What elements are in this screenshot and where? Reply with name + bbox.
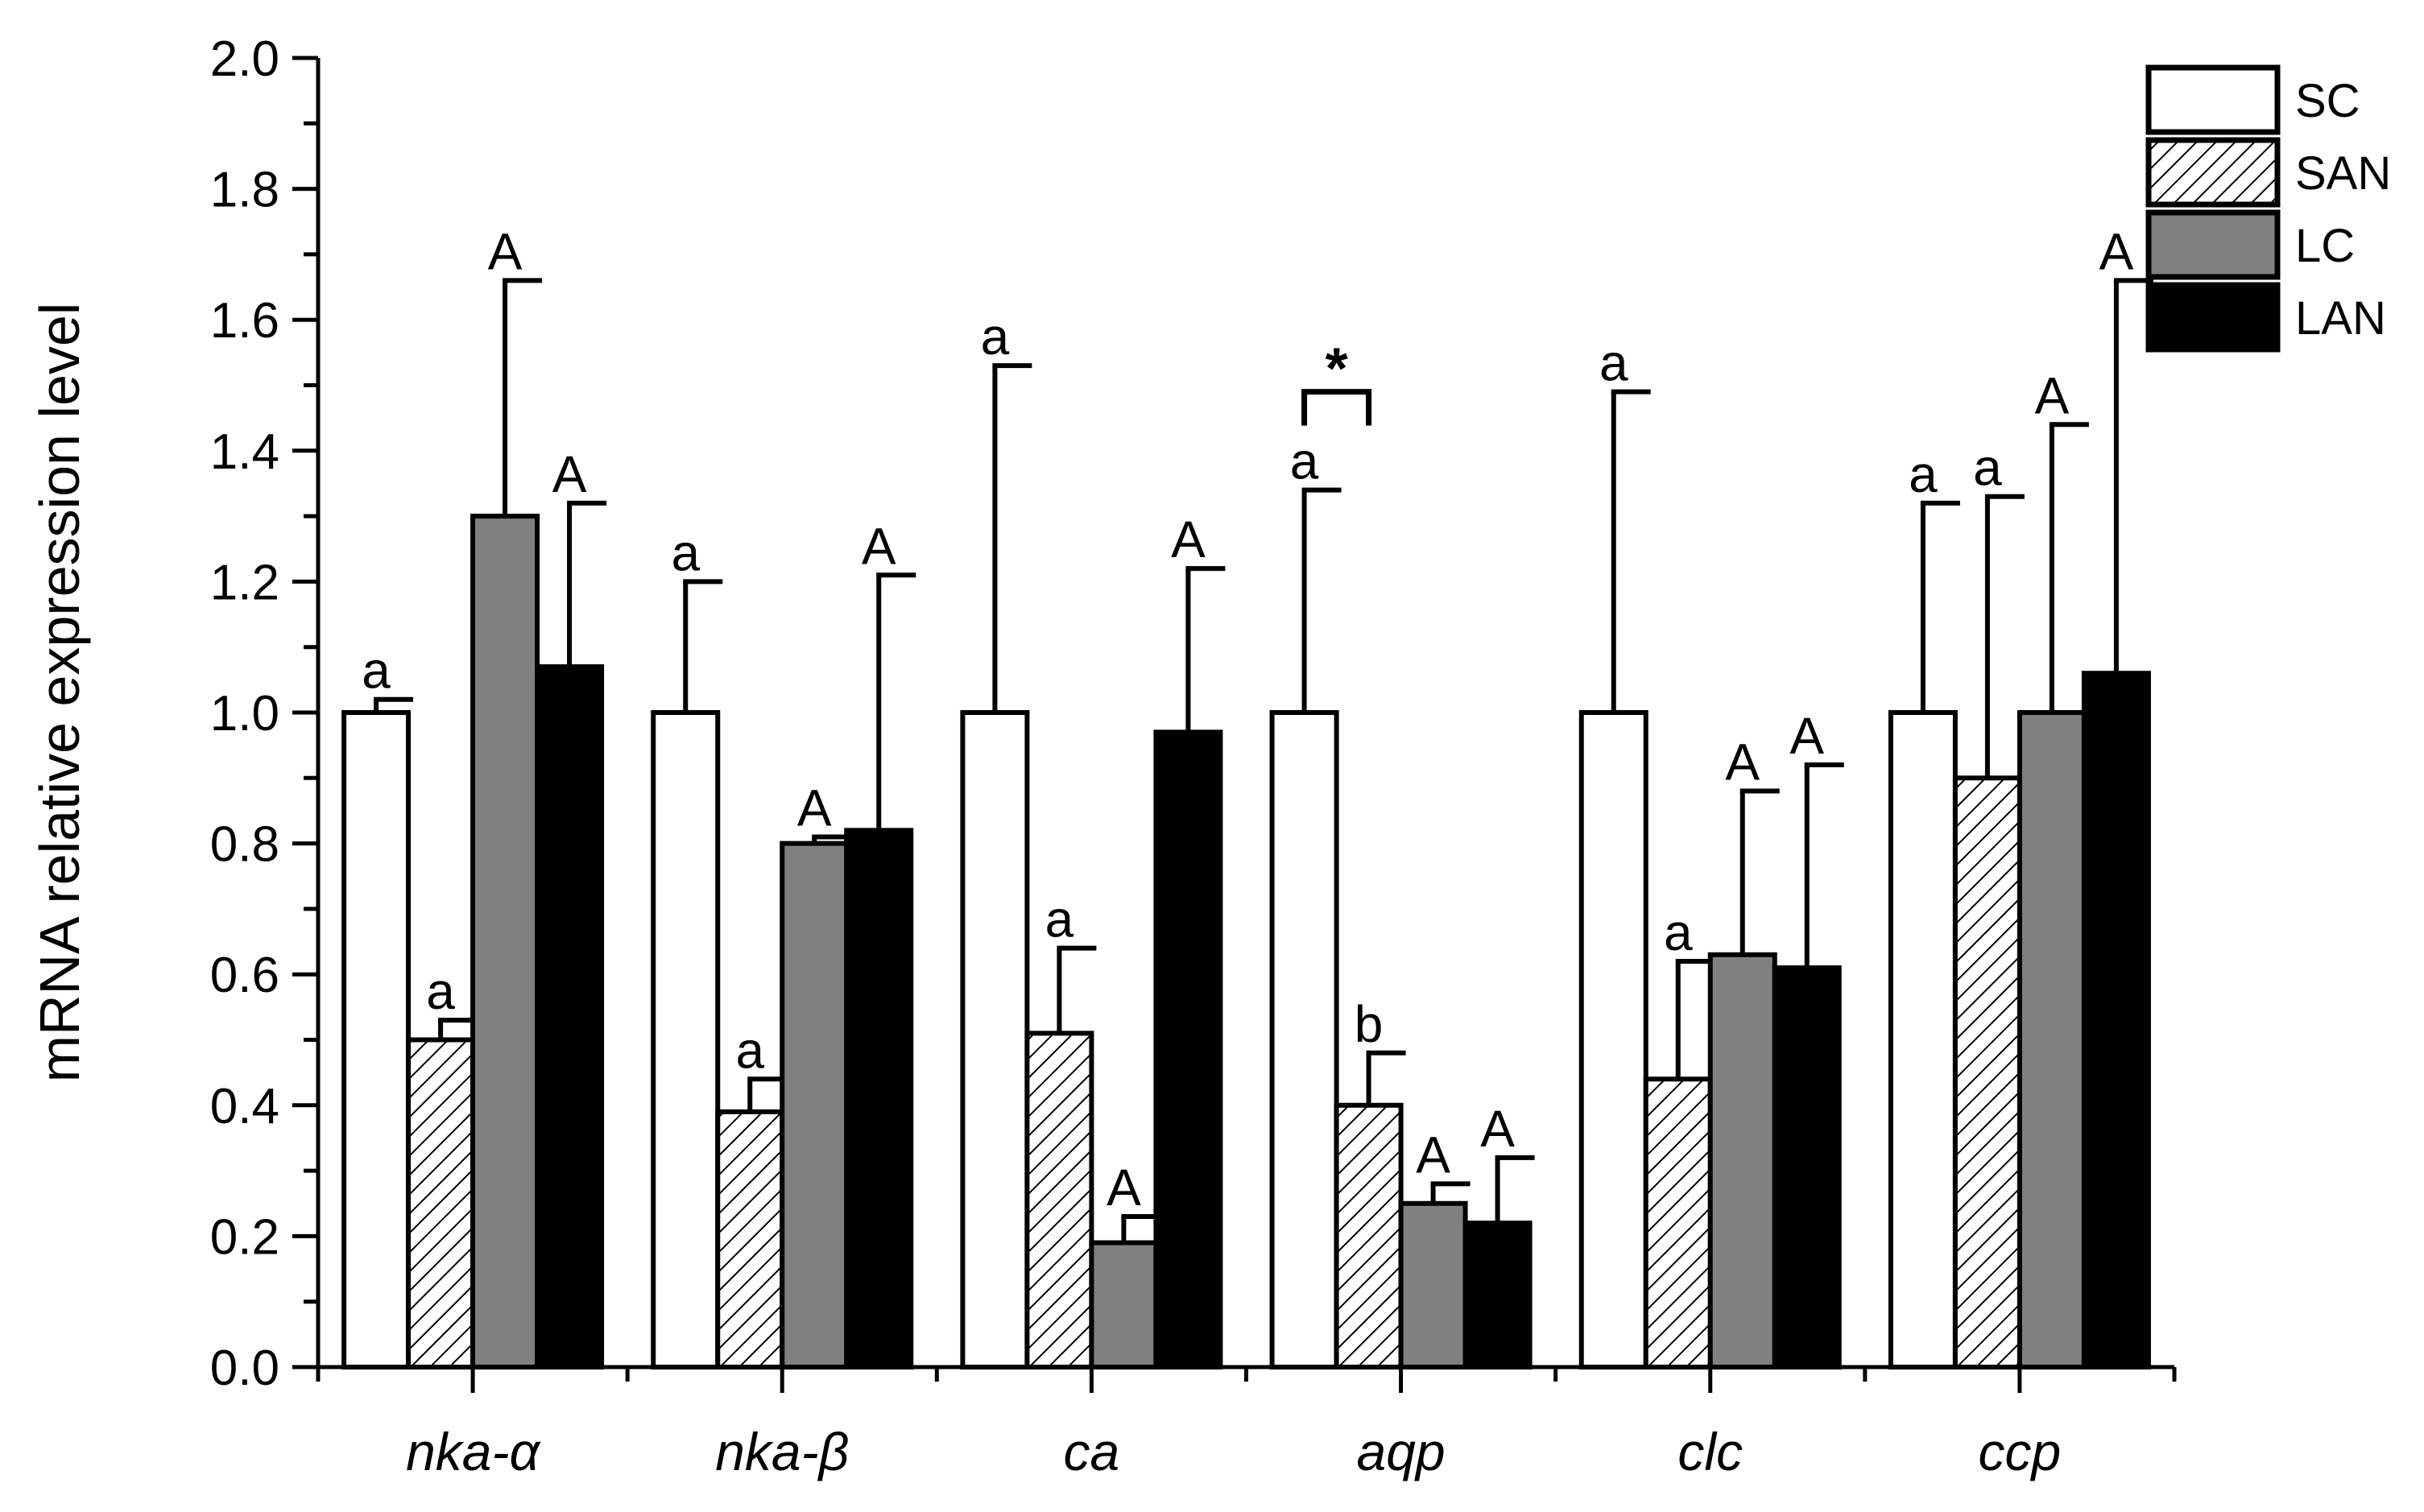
bar-lan	[1772, 965, 1842, 1369]
significance-label: A	[552, 445, 587, 503]
category-label: ccp	[1979, 1422, 2062, 1481]
legend-swatch-san	[2145, 137, 2281, 208]
y-tick-label: 0.0	[210, 1341, 279, 1396]
y-tick-label: 0.6	[210, 948, 279, 1003]
bar-san	[715, 1109, 785, 1370]
category-label: ca	[1064, 1422, 1120, 1481]
legend-label: SC	[2295, 75, 2360, 127]
bar-sc	[1578, 710, 1648, 1369]
significance-label: a	[735, 1021, 764, 1079]
legend: SC SAN LC LAN	[2145, 64, 2391, 353]
y-tick-label: 1.8	[210, 163, 279, 218]
significance-bracket	[1301, 389, 1372, 426]
significance-star: *	[1326, 337, 1348, 402]
legend-swatch-sc	[2145, 64, 2281, 135]
legend-swatch-lan	[2145, 282, 2281, 353]
bar-san	[1643, 1076, 1713, 1370]
significance-label: a	[981, 308, 1010, 366]
y-tick-label: 1.0	[210, 686, 279, 742]
bar-lan	[844, 828, 914, 1369]
legend-swatch-lc	[2145, 209, 2281, 280]
significance-label: a	[1599, 334, 1628, 392]
bar-lan	[1153, 729, 1223, 1369]
significance-label: A	[1725, 733, 1760, 791]
bar-lc	[780, 841, 850, 1369]
y-tick-label: 0.4	[210, 1079, 279, 1134]
significance-label: b	[1355, 995, 1384, 1053]
y-tick-label: 2.0	[210, 31, 279, 87]
bar-san	[1024, 1031, 1094, 1369]
category-label: clc	[1677, 1422, 1743, 1481]
bar-sc	[1269, 710, 1339, 1369]
bar-lc	[470, 514, 540, 1369]
bar-sc	[651, 710, 721, 1369]
significance-label: A	[862, 517, 896, 575]
y-tick-label: 1.6	[210, 293, 279, 349]
significance-label: a	[1973, 439, 2002, 497]
significance-label: A	[1107, 1159, 1141, 1217]
bar-lc	[1707, 952, 1777, 1370]
category-label: aqp	[1357, 1422, 1446, 1481]
significance-label: a	[671, 523, 700, 581]
x-axis: nka-α nka-β ca aqp clc ccp	[316, 1365, 2177, 1481]
bar-lc	[1398, 1200, 1468, 1369]
significance-label: A	[488, 222, 523, 280]
category-label: nka-β	[715, 1422, 849, 1481]
bar-lan	[2081, 671, 2151, 1369]
significance-label: A	[2035, 366, 2070, 424]
significance-label: A	[797, 779, 832, 837]
bar-sc	[1888, 710, 1958, 1369]
significance-label: a	[426, 962, 455, 1020]
legend-label: SAN	[2295, 147, 2391, 200]
y-tick-label: 0.2	[210, 1209, 279, 1265]
y-axis-title: mRNA relative expression level	[28, 303, 91, 1083]
significance-label: a	[362, 642, 391, 700]
bar-san	[1952, 775, 2022, 1369]
bar-lc	[2017, 710, 2087, 1369]
significance-label: A	[2099, 222, 2134, 280]
significance-label: a	[1045, 890, 1074, 948]
significance-label: A	[1171, 510, 1206, 568]
y-tick-label: 1.2	[210, 555, 279, 610]
significance-label: a	[1664, 903, 1693, 961]
significance-label: a	[1290, 432, 1319, 490]
y-tick-label: 1.4	[210, 424, 279, 480]
bar-sc	[341, 710, 412, 1369]
bar-lan	[535, 664, 605, 1369]
bar-lan	[1462, 1221, 1533, 1370]
significance-label: a	[1909, 445, 1938, 503]
bar-san	[1334, 1102, 1404, 1370]
bar-san	[406, 1037, 476, 1369]
bar-lc	[1089, 1240, 1159, 1370]
legend-label: LAN	[2295, 292, 2386, 345]
category-label: nka-α	[406, 1422, 541, 1481]
y-axis: 0.0 0.2 0.4 0.6 0.8 1.0 1.2 1.4 1.6 1.8 2.0	[210, 31, 321, 1396]
significance-label: A	[1480, 1100, 1515, 1158]
y-tick-label: 0.8	[210, 817, 279, 873]
annotations: *	[1301, 337, 1372, 426]
bar-sc	[960, 710, 1030, 1369]
legend-label: LC	[2295, 220, 2355, 272]
significance-label: A	[1789, 707, 1824, 765]
significance-label: A	[1416, 1126, 1450, 1184]
